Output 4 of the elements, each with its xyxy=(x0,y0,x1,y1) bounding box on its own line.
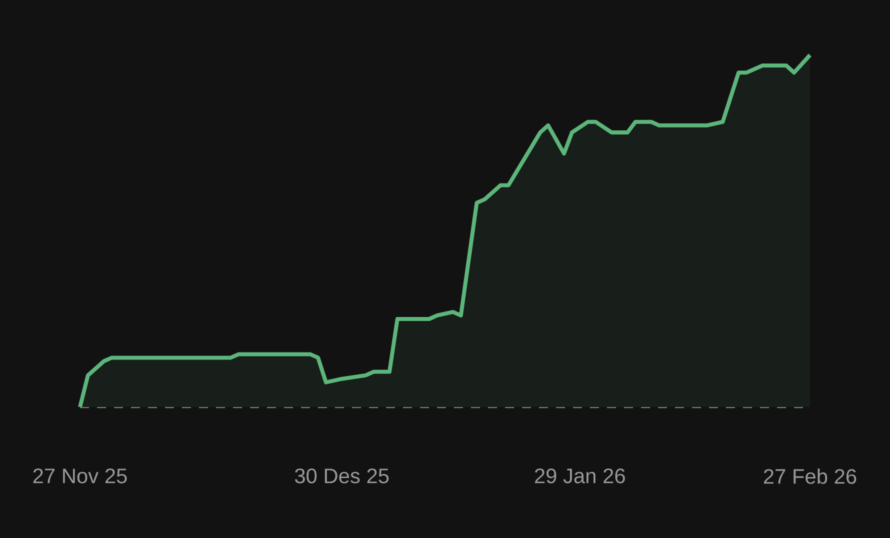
x-tick-label: 30 Des 25 xyxy=(294,468,389,484)
x-tick-label: 27 Nov 25 xyxy=(33,468,127,484)
x-tick-label: 27 Feb 26 xyxy=(764,468,856,484)
x-tick-label: 29 Jan 26 xyxy=(534,468,625,484)
